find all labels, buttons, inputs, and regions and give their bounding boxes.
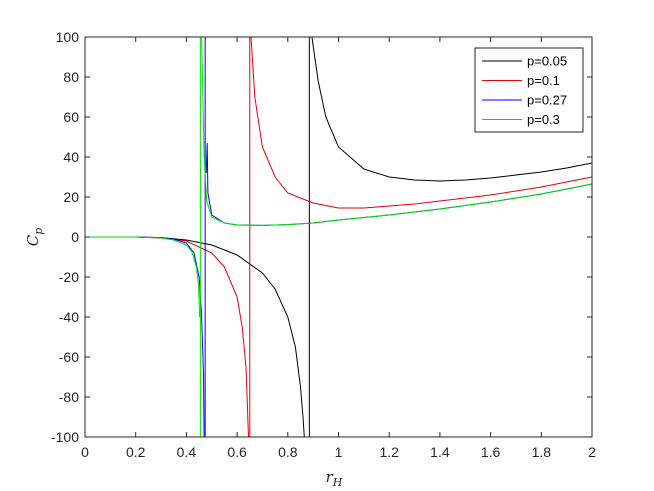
x-axis-label-subscript: H [332,476,343,489]
legend-label: p=0.3 [527,112,560,127]
y-axis-label-main: C [24,234,42,246]
x-tick-label: 1.4 [430,444,450,460]
x-tick-label: 1 [335,444,343,460]
x-tick-label: 0.8 [278,444,298,460]
y-tick-label: 100 [56,29,80,45]
y-tick-label: 20 [63,189,79,205]
x-tick-label: 1.6 [481,444,501,460]
legend-label: p=0.1 [527,73,560,88]
x-tick-label: 1.8 [532,444,552,460]
y-tick-label: -80 [59,389,79,405]
x-axis-ticks: 0 0.2 0.4 0.6 0.8 1 1.2 1.4 1.6 1.8 2 [81,37,596,460]
legend-label: p=0.05 [527,54,567,69]
x-axis-label-main: r [326,468,334,486]
y-tick-label: 60 [63,109,79,125]
x-tick-label: 1.2 [379,444,399,460]
y-tick-label: 0 [71,229,79,245]
x-axis-label: rH [326,468,343,489]
y-tick-label: 80 [63,69,79,85]
x-tick-label: 0 [81,444,89,460]
y-axis-label-subscript: p [32,228,45,235]
x-tick-label: 0.6 [227,444,247,460]
series-layer [85,37,592,437]
x-tick-label: 0.2 [126,444,146,460]
series-p-0-05-right-branch [311,37,592,182]
series-p-0-3-right-branch [201,37,592,226]
y-axis-ticks: 100 80 60 40 20 0 -20 -40 -60 -80 -100 [51,29,592,445]
x-tick-label: 0.4 [177,444,197,460]
series-p-0-1-right-branch [250,37,592,209]
y-tick-label: -40 [59,309,79,325]
x-tick-label: 2 [588,444,596,460]
legend: p=0.05 p=0.1 p=0.27 p=0.3 [474,47,584,133]
y-tick-label: -60 [59,349,79,365]
legend-box [474,47,584,133]
y-tick-label: 40 [63,149,79,165]
series-p-0-3-left-branch [85,236,201,318]
y-tick-label: -20 [59,269,79,285]
y-axis-label: Cp [24,228,45,247]
legend-label: p=0.27 [527,93,567,108]
y-tick-label: -100 [51,429,79,445]
